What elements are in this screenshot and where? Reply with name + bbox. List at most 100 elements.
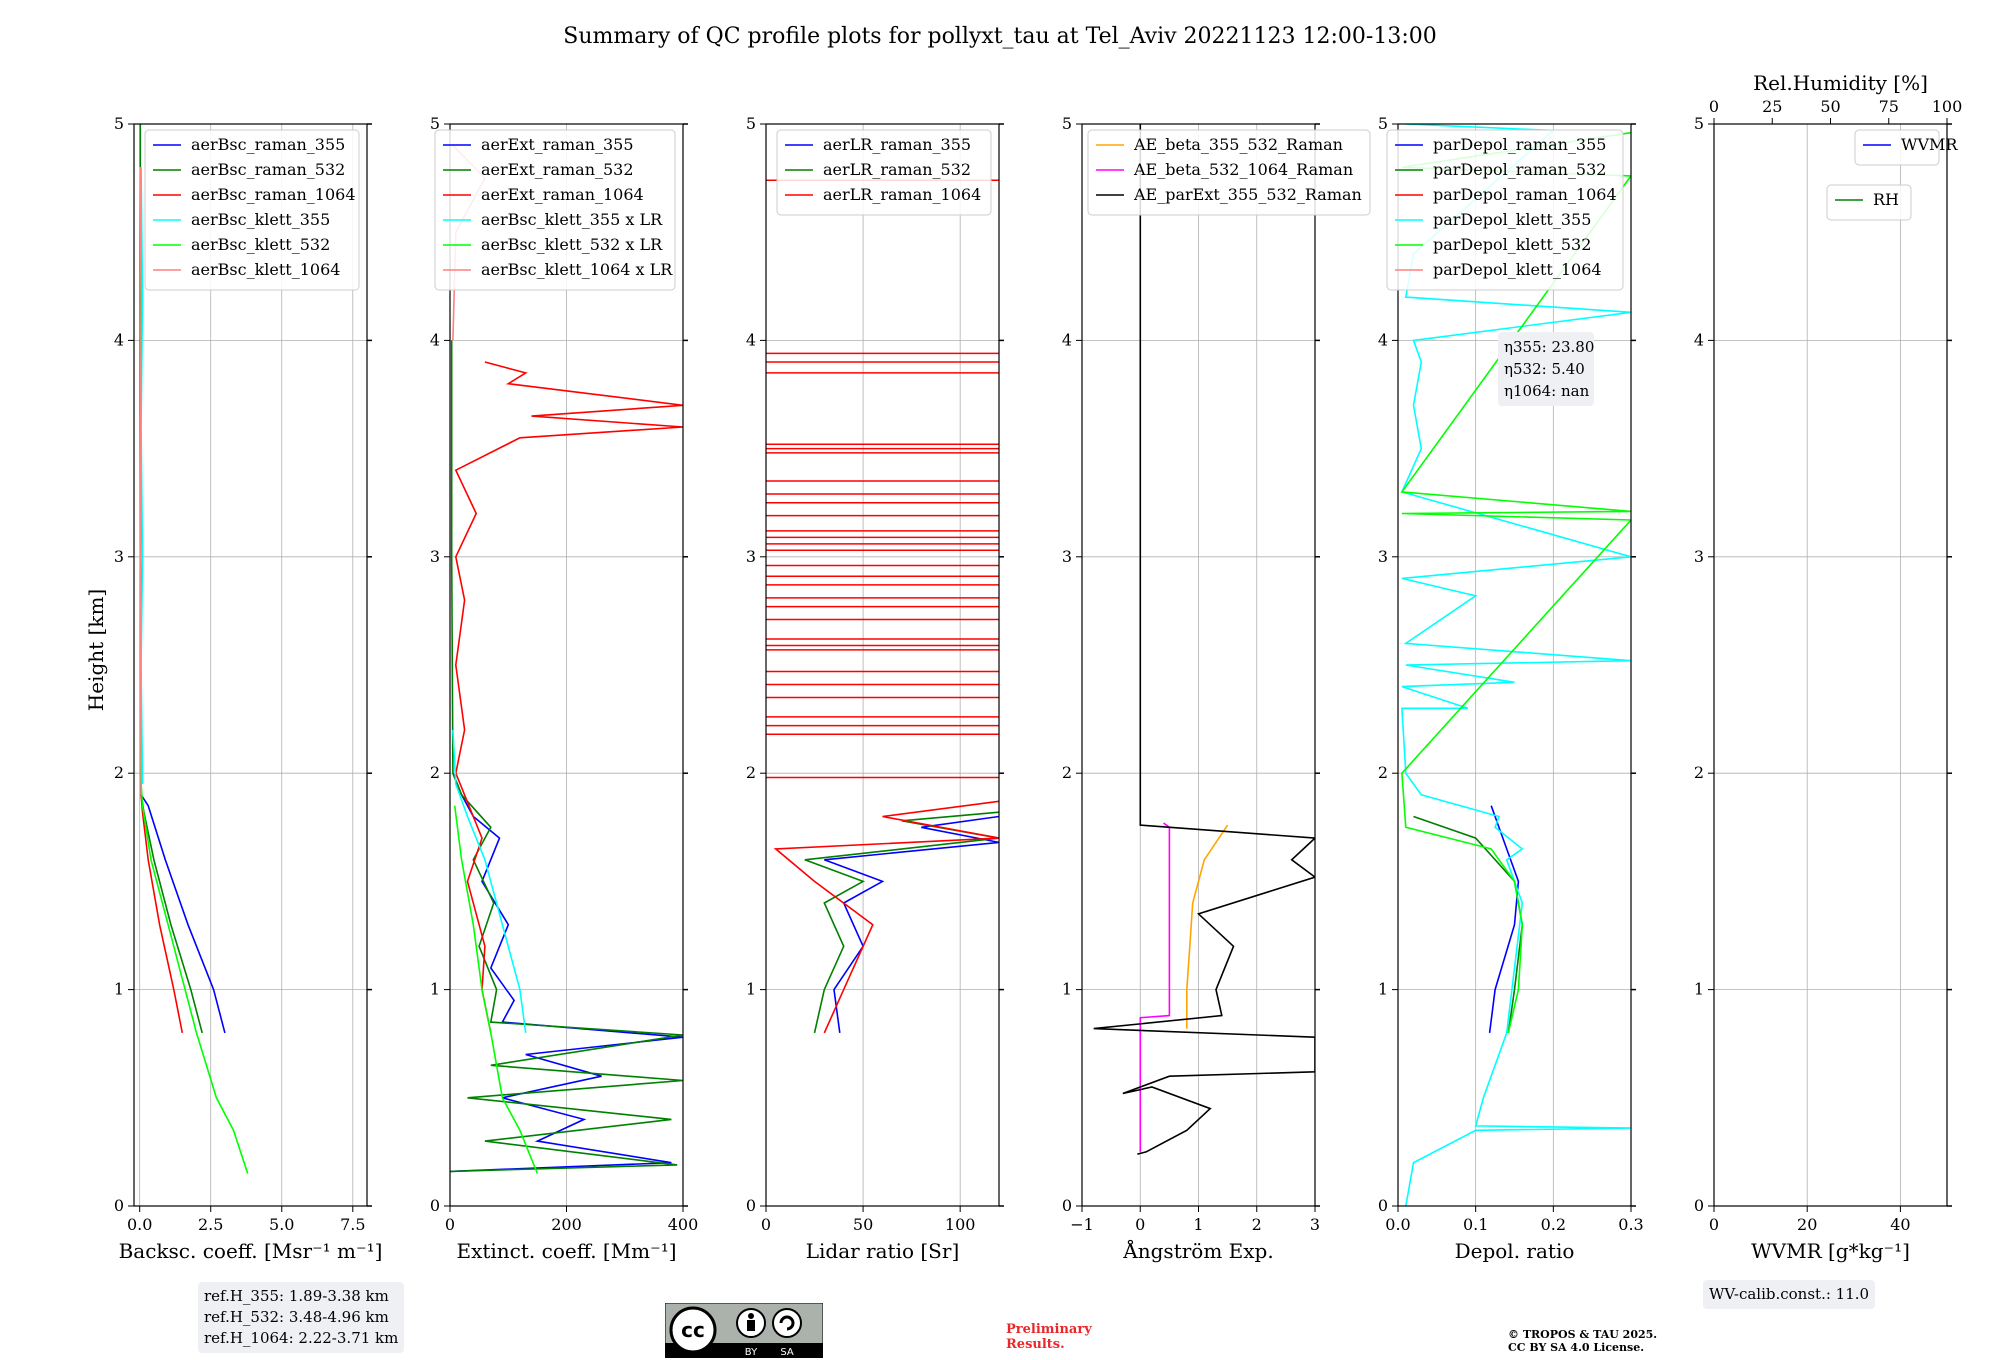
y-tick-label: 5 xyxy=(746,114,756,133)
series-AE_beta_532_1064_Raman xyxy=(1139,822,1171,1152)
wv-calib-text: WV-calib.const.: 11.0 xyxy=(1709,1285,1870,1303)
y-tick-label: 2 xyxy=(1694,763,1704,782)
x-tick-label: 2.5 xyxy=(198,1215,223,1234)
axes-frame xyxy=(765,123,1000,1207)
x-axis-label: Backsc. coeff. [Msr⁻¹ m⁻¹] xyxy=(119,1239,383,1263)
top-tick-label: 100 xyxy=(1932,97,1963,116)
y-tick-label: 4 xyxy=(746,330,756,349)
y-tick-label: 0 xyxy=(1694,1196,1704,1215)
legend-entry: aerLR_raman_532 xyxy=(823,160,971,179)
legend-entry: aerBsc_klett_532 x LR xyxy=(481,235,663,254)
x-axis-label: Lidar ratio [Sr] xyxy=(806,1239,960,1263)
panel-2: 0 200 400 0 1 2 3 4 5 Extinct. coeff. [Mm⁻¹] aerEx… xyxy=(430,114,698,1263)
preliminary-line-1: Preliminary xyxy=(1006,1322,1092,1337)
series-AE_beta_355_532_Raman xyxy=(1186,824,1229,1029)
x-axis-label: WVMR [g*kg⁻¹] xyxy=(1751,1239,1910,1263)
y-tick-label: 4 xyxy=(1694,330,1704,349)
legend-entry: aerLR_raman_355 xyxy=(823,135,971,154)
series-AE_parExt_355_532_Raman xyxy=(1093,124,1315,1155)
y-tick-label: 3 xyxy=(114,547,124,566)
y-tick-label: 2 xyxy=(1378,763,1388,782)
y-tick-label: 4 xyxy=(1378,330,1388,349)
top-axis-label: Rel.Humidity [%] xyxy=(1753,71,1928,95)
y-tick-label: 0 xyxy=(746,1196,756,1215)
x-tick-label: 3 xyxy=(1310,1215,1320,1234)
series-parDepol_raman_355 xyxy=(1488,805,1520,1034)
by-label: BY xyxy=(745,1347,758,1358)
y-tick-label: 5 xyxy=(1378,114,1388,133)
legend-entry: AE_parExt_355_532_Raman xyxy=(1133,185,1362,204)
x-tick-label: 50 xyxy=(853,1215,873,1234)
series-aerExt_raman_532 xyxy=(450,340,683,1173)
legend-entry: aerBsc_raman_355 xyxy=(191,135,345,154)
series-aerBsc_klett_355 x LR xyxy=(452,729,527,1034)
series-aerBsc_klett_532 xyxy=(139,167,249,1174)
legend-entry: aerBsc_klett_532 xyxy=(191,235,330,254)
y-tick-label: 1 xyxy=(430,980,440,999)
panel-3: 0 50 100 0 1 2 3 4 5 Lidar ratio [Sr] aerLR_raman_… xyxy=(746,114,1004,1263)
x-tick-label: 1 xyxy=(1193,1215,1203,1234)
x-tick-label: 0 xyxy=(761,1215,771,1234)
y-tick-label: 4 xyxy=(430,330,440,349)
copyright-line-1: © TROPOS & TAU 2025. xyxy=(1508,1328,1658,1341)
x-tick-label: 200 xyxy=(551,1215,582,1234)
series-aerExt_raman_1064 xyxy=(454,361,683,1034)
legend-entry: RH xyxy=(1873,190,1899,209)
x-tick-label: −1 xyxy=(1070,1215,1094,1234)
legend-box xyxy=(434,129,676,291)
legend-entry: aerExt_raman_532 xyxy=(481,160,634,179)
legend-entry: aerBsc_klett_355 x LR xyxy=(481,210,663,229)
x-tick-label: 0.0 xyxy=(1385,1215,1410,1234)
legend-entry: aerLR_raman_1064 xyxy=(823,185,981,204)
series-aerBsc_klett_532 x LR xyxy=(453,805,539,1174)
panel-1: 0.0 2.5 5.0 7.5 0 1 2 3 4 5 Backsc. coeff. [Msr⁻¹ … xyxy=(114,114,383,1263)
x-tick-label: 7.5 xyxy=(340,1215,365,1234)
y-tick-label: 3 xyxy=(430,547,440,566)
x-tick-label: 0.0 xyxy=(127,1215,152,1234)
top-tick-label: 0 xyxy=(1709,97,1719,116)
y-tick-label: 1 xyxy=(1062,980,1072,999)
figure-title: Summary of QC profile plots for pollyxt_… xyxy=(563,24,1436,49)
legend-box xyxy=(776,129,992,216)
legend-entry: parDepol_klett_355 xyxy=(1433,210,1591,229)
axes-frame xyxy=(133,123,368,1207)
y-tick-label: 2 xyxy=(746,763,756,782)
preliminary-line-2: Results. xyxy=(1006,1337,1065,1352)
panel-5: 0.0 0.1 0.2 0.3 0 1 2 3 4 5 Depol. ratio parDepol_r… xyxy=(1378,114,1644,1263)
y-tick-label: 3 xyxy=(1694,547,1704,566)
x-tick-label: 2 xyxy=(1252,1215,1262,1234)
legend-entry: aerExt_raman_355 xyxy=(481,135,634,154)
axes-frame xyxy=(1713,123,1948,1207)
series-aerLR_raman_1064 xyxy=(773,800,999,1034)
axes-frame xyxy=(1397,123,1632,1207)
eta-value: η355: 23.80 xyxy=(1504,338,1594,356)
sa-share-icon xyxy=(772,1308,802,1338)
y-tick-label: 5 xyxy=(430,114,440,133)
y-tick-label: 0 xyxy=(1062,1196,1072,1215)
series-aerLR_raman_355 xyxy=(824,815,999,1034)
eta-value: η1064: nan xyxy=(1504,382,1590,400)
legend-entry: aerBsc_raman_1064 xyxy=(191,185,356,204)
x-tick-label: 0 xyxy=(445,1215,455,1234)
y-tick-label: 2 xyxy=(114,763,124,782)
legend-box xyxy=(144,129,360,291)
y-tick-label: 1 xyxy=(746,980,756,999)
x-tick-label: 100 xyxy=(945,1215,976,1234)
legend-entry: parDepol_raman_355 xyxy=(1433,135,1606,154)
y-tick-label: 5 xyxy=(114,114,124,133)
legend-box xyxy=(1826,184,1912,221)
y-tick-label: 1 xyxy=(1378,980,1388,999)
legend-entry: WVMR xyxy=(1901,135,1958,154)
x-tick-label: 0 xyxy=(1709,1215,1719,1234)
wv-calib-box: WV-calib.const.: 11.0 xyxy=(1703,1280,1876,1309)
legend-entry: aerBsc_klett_1064 x LR xyxy=(481,260,673,279)
y-tick-label: 5 xyxy=(1694,114,1704,133)
legend-box xyxy=(1386,129,1624,291)
cc-by-sa-badge: cc BY SA xyxy=(665,1303,823,1358)
ref-height-532: ref.H_532: 3.48-4.96 km xyxy=(204,1308,389,1326)
y-tick-label: 2 xyxy=(430,763,440,782)
sa-label: SA xyxy=(780,1347,794,1358)
legend-entry: aerBsc_klett_1064 xyxy=(191,260,340,279)
